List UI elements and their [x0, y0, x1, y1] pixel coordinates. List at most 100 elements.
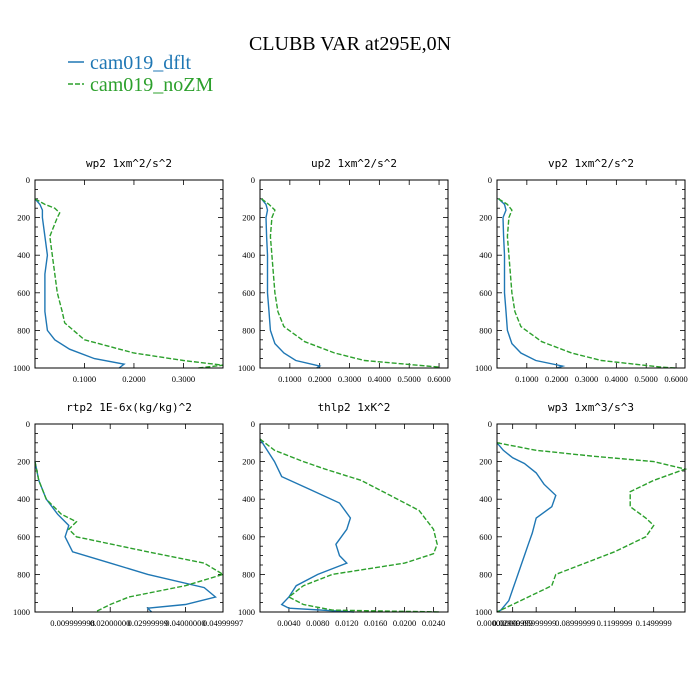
- x-tick-label: 0.00000000: [477, 618, 517, 628]
- x-tick-label: 0.1000: [278, 374, 301, 384]
- x-tick-label: 0.5000: [635, 374, 658, 384]
- y-tick-label: 0: [488, 419, 492, 429]
- x-tick-label: 0.2000: [308, 374, 331, 384]
- y-tick-label: 600: [479, 288, 492, 298]
- y-tick-label: 1000: [238, 607, 255, 617]
- figure-title: CLUBB VAR at295E,0N: [249, 33, 451, 55]
- panel-title: thlp2 1xK^2: [318, 401, 391, 414]
- x-tick-label: 0.3000: [172, 374, 195, 384]
- y-tick-label: 1000: [475, 363, 492, 373]
- y-tick-label: 800: [17, 569, 30, 579]
- y-tick-label: 400: [479, 494, 492, 504]
- x-tick-label: 0.0080: [306, 618, 329, 628]
- x-tick-label: 0.0040: [277, 618, 300, 628]
- x-tick-label: 0.1499999: [636, 618, 672, 628]
- x-tick-label: 0.0120: [335, 618, 358, 628]
- legend-label-dflt: cam019_dflt: [90, 52, 192, 74]
- y-tick-label: 0: [488, 175, 492, 185]
- y-tick-label: 600: [242, 288, 255, 298]
- legend: cam019_dflt cam019_noZM: [68, 52, 214, 96]
- y-tick-label: 1000: [475, 607, 492, 617]
- x-tick-label: 0.1000: [515, 374, 538, 384]
- y-tick-label: 200: [479, 213, 492, 223]
- series-line-nozm: [496, 442, 688, 613]
- x-tick-label: 0.4000: [368, 374, 391, 384]
- y-tick-label: 200: [242, 457, 255, 467]
- x-tick-label: 0.04000000: [165, 618, 205, 628]
- panels: wp2 1xm^2/s^2 0 200 400 600 800 1000 0.1000 0.20…: [13, 157, 688, 628]
- y-tick-label: 600: [479, 532, 492, 542]
- x-tick-label: 0.04999997: [203, 618, 243, 628]
- series-line-nozm: [498, 198, 677, 369]
- x-tick-label: 0.2000: [545, 374, 568, 384]
- y-tick-label: 400: [242, 250, 255, 260]
- series-line-dflt: [259, 438, 355, 613]
- panel-title: rtp2 1E-6x(kg/kg)^2: [66, 401, 192, 414]
- x-tick-label: 0.009999998: [50, 618, 95, 628]
- y-tick-label: 600: [242, 532, 255, 542]
- y-tick-label: 200: [479, 457, 492, 467]
- y-tick-label: 400: [17, 494, 30, 504]
- panel-4: rtp2 1E-6x(kg/kg)^2 0 200 400 600 800 1000 0.00…: [13, 401, 243, 628]
- series-line-nozm: [34, 461, 225, 613]
- x-tick-label: 0.6000: [664, 374, 687, 384]
- x-tick-label: 0.0200: [393, 618, 416, 628]
- panel-6: wp3 1xm^3/s^3 0 200 400 600 800 10000.00000000…: [475, 401, 688, 628]
- plot-frame: [259, 179, 449, 369]
- y-tick-label: 800: [242, 325, 255, 335]
- plot-frame: [496, 179, 686, 369]
- y-tick-label: 200: [17, 213, 30, 223]
- series-line-nozm: [259, 438, 441, 613]
- plot-frame: [34, 179, 224, 369]
- panel-title: wp3 1xm^3/s^3: [548, 401, 634, 414]
- y-tick-label: 800: [242, 569, 255, 579]
- panel-1: wp2 1xm^2/s^2 0 200 400 600 800 1000 0.1000 0.20…: [13, 157, 224, 384]
- panel-title: vp2 1xm^2/s^2: [548, 157, 634, 170]
- y-tick-label: 1000: [13, 607, 30, 617]
- panel-title: wp2 1xm^2/s^2: [86, 157, 172, 170]
- x-tick-label: 0.0240: [422, 618, 445, 628]
- x-tick-label: 0.02000000: [90, 618, 130, 628]
- x-tick-label: 0.4000: [605, 374, 628, 384]
- x-tick-label: 0.02999999: [128, 618, 168, 628]
- plot-frame: [496, 423, 686, 613]
- series-line-dflt: [498, 198, 566, 369]
- y-tick-label: 800: [479, 569, 492, 579]
- x-tick-label: 0.1000: [73, 374, 96, 384]
- y-tick-label: 0: [251, 419, 255, 429]
- legend-label-nozm: cam019_noZM: [90, 74, 214, 96]
- series-line-dflt: [34, 198, 126, 369]
- series-line-dflt: [496, 442, 557, 613]
- series-line-dflt: [34, 461, 218, 613]
- x-tick-label: 0.3000: [575, 374, 598, 384]
- y-tick-label: 200: [17, 457, 30, 467]
- panel-3: vp2 1xm^2/s^2 0 200 400 600 800 1000 0.1000 0.20…: [475, 157, 688, 384]
- plot-frame: [34, 423, 224, 613]
- y-tick-label: 1000: [13, 363, 30, 373]
- x-tick-label: 0.6000: [427, 374, 450, 384]
- plot-frame: [259, 423, 449, 613]
- y-tick-label: 400: [479, 250, 492, 260]
- y-tick-label: 800: [17, 325, 30, 335]
- y-tick-label: 400: [242, 494, 255, 504]
- x-tick-label: 0.5000: [398, 374, 421, 384]
- x-tick-label: 0.2000: [122, 374, 145, 384]
- y-tick-label: 0: [26, 175, 30, 185]
- y-tick-label: 600: [17, 288, 30, 298]
- y-tick-label: 400: [17, 250, 30, 260]
- series-line-dflt: [260, 198, 322, 369]
- y-tick-label: 800: [479, 325, 492, 335]
- y-tick-label: 1000: [238, 363, 255, 373]
- series-line-nozm: [34, 198, 224, 369]
- panel-2: up2 1xm^2/s^2 0 200 400 600 800 1000 0.1000 0.20…: [238, 157, 451, 384]
- series-line-nozm: [261, 198, 440, 368]
- y-tick-label: 600: [17, 532, 30, 542]
- panel-5: thlp2 1xK^2 0 200 400 600 800 1000 0.0040 0.0080…: [238, 401, 449, 628]
- y-tick-label: 0: [251, 175, 255, 185]
- x-tick-label: 0.05999999: [516, 618, 556, 628]
- x-tick-label: 0.3000: [338, 374, 361, 384]
- y-tick-label: 200: [242, 213, 255, 223]
- x-tick-label: 0.0160: [364, 618, 387, 628]
- panel-title: up2 1xm^2/s^2: [311, 157, 397, 170]
- x-tick-label: 0.02999999: [492, 618, 532, 628]
